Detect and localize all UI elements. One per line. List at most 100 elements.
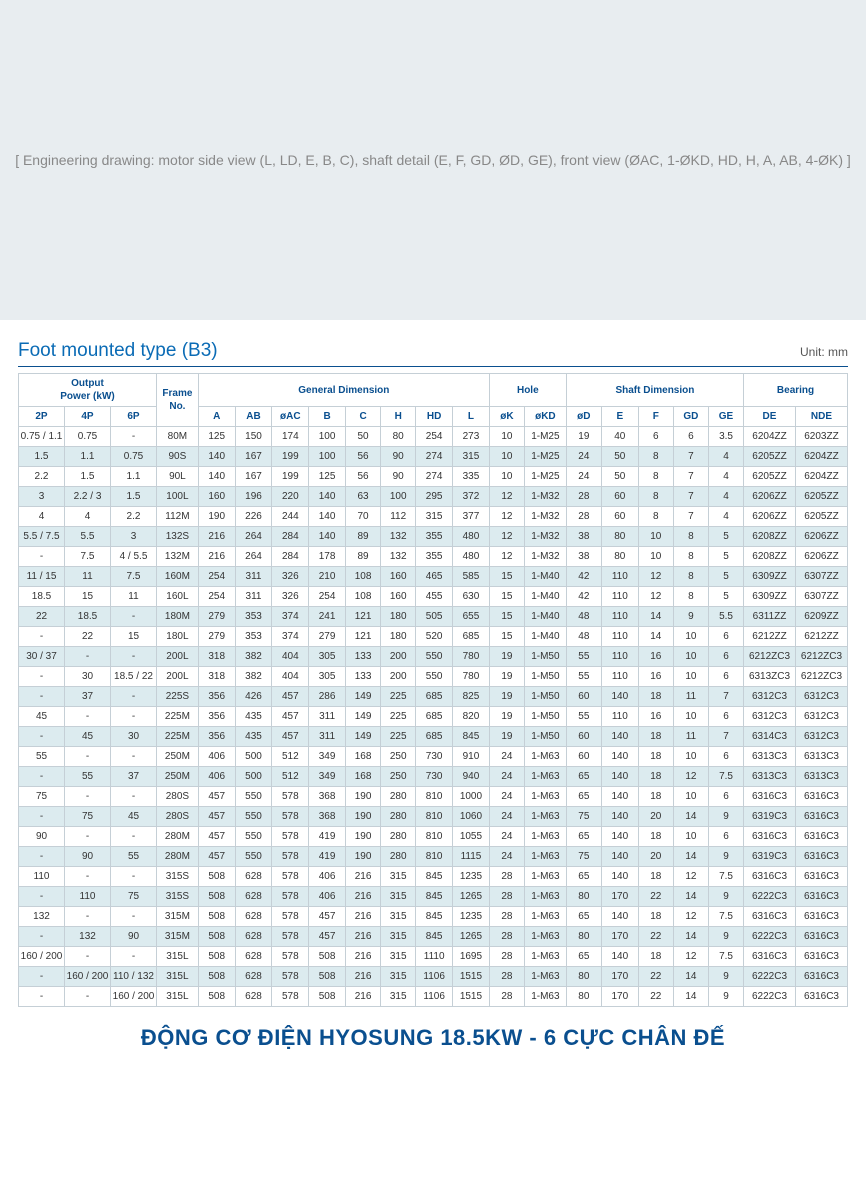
table-cell: 6204ZZ <box>744 427 796 447</box>
table-cell: 550 <box>235 787 272 807</box>
table-cell: 216 <box>346 987 381 1007</box>
table-cell: 315L <box>157 947 199 967</box>
table-cell: 121 <box>346 627 381 647</box>
table-cell: 140 <box>601 747 638 767</box>
table-cell: 295 <box>416 487 453 507</box>
table-cell: 6313C3 <box>795 767 847 787</box>
table-cell: 18 <box>638 727 673 747</box>
table-cell: 6319C3 <box>744 847 796 867</box>
table-cell: 100L <box>157 487 199 507</box>
table-cell: 326 <box>272 587 309 607</box>
table-cell: 3 <box>19 487 65 507</box>
table-cell: 9 <box>708 967 743 987</box>
table-cell: 110 <box>601 627 638 647</box>
table-cell: 15 <box>111 627 157 647</box>
table-cell: 810 <box>416 807 453 827</box>
table-cell: 24 <box>489 747 524 767</box>
table-cell: 6316C3 <box>744 867 796 887</box>
table-cell: 63 <box>346 487 381 507</box>
table-cell: 465 <box>416 567 453 587</box>
table-cell: 264 <box>235 547 272 567</box>
table-cell: 780 <box>453 667 490 687</box>
table-cell: 6205ZZ <box>744 467 796 487</box>
table-cell: 12 <box>489 547 524 567</box>
table-cell: 89 <box>346 527 381 547</box>
dimension-table: OutputPower (kW)FrameNo.General Dimensio… <box>18 373 848 1007</box>
table-cell: 12 <box>673 907 708 927</box>
table-cell: 845 <box>416 887 453 907</box>
table-cell: 404 <box>272 647 309 667</box>
group-header: General Dimension <box>198 374 489 407</box>
table-cell: - <box>19 667 65 687</box>
table-cell: 132M <box>157 547 199 567</box>
table-cell: 2.2 <box>19 467 65 487</box>
table-cell: 280M <box>157 827 199 847</box>
table-cell: 133 <box>346 647 381 667</box>
table-cell: 11 <box>111 587 157 607</box>
table-cell: 225M <box>157 727 199 747</box>
table-cell: 216 <box>346 867 381 887</box>
table-cell: 11 / 15 <box>19 567 65 587</box>
table-cell: - <box>19 687 65 707</box>
table-cell: 55 <box>111 847 157 867</box>
table-cell: 315 <box>381 867 416 887</box>
table-cell: 24 <box>566 467 601 487</box>
table-cell: 10 <box>673 707 708 727</box>
table-cell: 6311ZZ <box>744 607 796 627</box>
table-cell: 12 <box>673 867 708 887</box>
table-cell: 845 <box>416 907 453 927</box>
table-cell: 170 <box>601 967 638 987</box>
table-row: 55--250M406500512349168250730910241-M636… <box>19 747 848 767</box>
table-cell: 125 <box>198 427 235 447</box>
table-cell: 18 <box>638 907 673 927</box>
table-cell: 6312C3 <box>744 687 796 707</box>
table-cell: 149 <box>346 727 381 747</box>
table-cell: 140 <box>601 767 638 787</box>
table-cell: 28 <box>489 987 524 1007</box>
table-cell: 404 <box>272 667 309 687</box>
table-cell: 406 <box>309 867 346 887</box>
table-cell: 315L <box>157 987 199 1007</box>
table-cell: 820 <box>453 707 490 727</box>
table-cell: 40 <box>601 427 638 447</box>
table-cell: 6205ZZ <box>795 487 847 507</box>
table-cell: 180M <box>157 607 199 627</box>
table-cell: 20 <box>638 807 673 827</box>
table-cell: 315L <box>157 967 199 987</box>
table-cell: 8 <box>673 527 708 547</box>
table-cell: 480 <box>453 527 490 547</box>
table-row: 442.2112M19022624414070112315377121-M322… <box>19 507 848 527</box>
table-cell: 18 <box>638 827 673 847</box>
table-cell: 6316C3 <box>795 847 847 867</box>
table-cell: 200L <box>157 647 199 667</box>
table-cell: 60 <box>601 507 638 527</box>
table-cell: 55 <box>65 767 111 787</box>
sub-header: NDE <box>795 407 847 427</box>
sub-header: C <box>346 407 381 427</box>
table-cell: 132 <box>65 927 111 947</box>
table-cell: 6316C3 <box>795 787 847 807</box>
table-cell: 160 <box>381 567 416 587</box>
table-cell: 225S <box>157 687 199 707</box>
table-cell: 1-M63 <box>524 767 566 787</box>
table-cell: 167 <box>235 447 272 467</box>
sub-header: øAC <box>272 407 309 427</box>
table-cell: 520 <box>416 627 453 647</box>
group-header-row: OutputPower (kW)FrameNo.General Dimensio… <box>19 374 848 407</box>
table-cell: 65 <box>566 767 601 787</box>
table-cell: 16 <box>638 707 673 727</box>
table-cell: 280 <box>381 807 416 827</box>
table-cell: 60 <box>566 727 601 747</box>
table-cell: 170 <box>601 927 638 947</box>
table-cell: 110 <box>601 587 638 607</box>
table-cell: 1-M50 <box>524 687 566 707</box>
table-cell: 311 <box>235 587 272 607</box>
table-cell: 578 <box>272 867 309 887</box>
table-cell: 19 <box>489 707 524 727</box>
table-cell: - <box>111 687 157 707</box>
table-cell: 6316C3 <box>795 887 847 907</box>
table-cell: 50 <box>601 447 638 467</box>
table-row: -9055280M4575505784191902808101115241-M6… <box>19 847 848 867</box>
table-cell: 24 <box>489 787 524 807</box>
table-cell: 14 <box>673 887 708 907</box>
